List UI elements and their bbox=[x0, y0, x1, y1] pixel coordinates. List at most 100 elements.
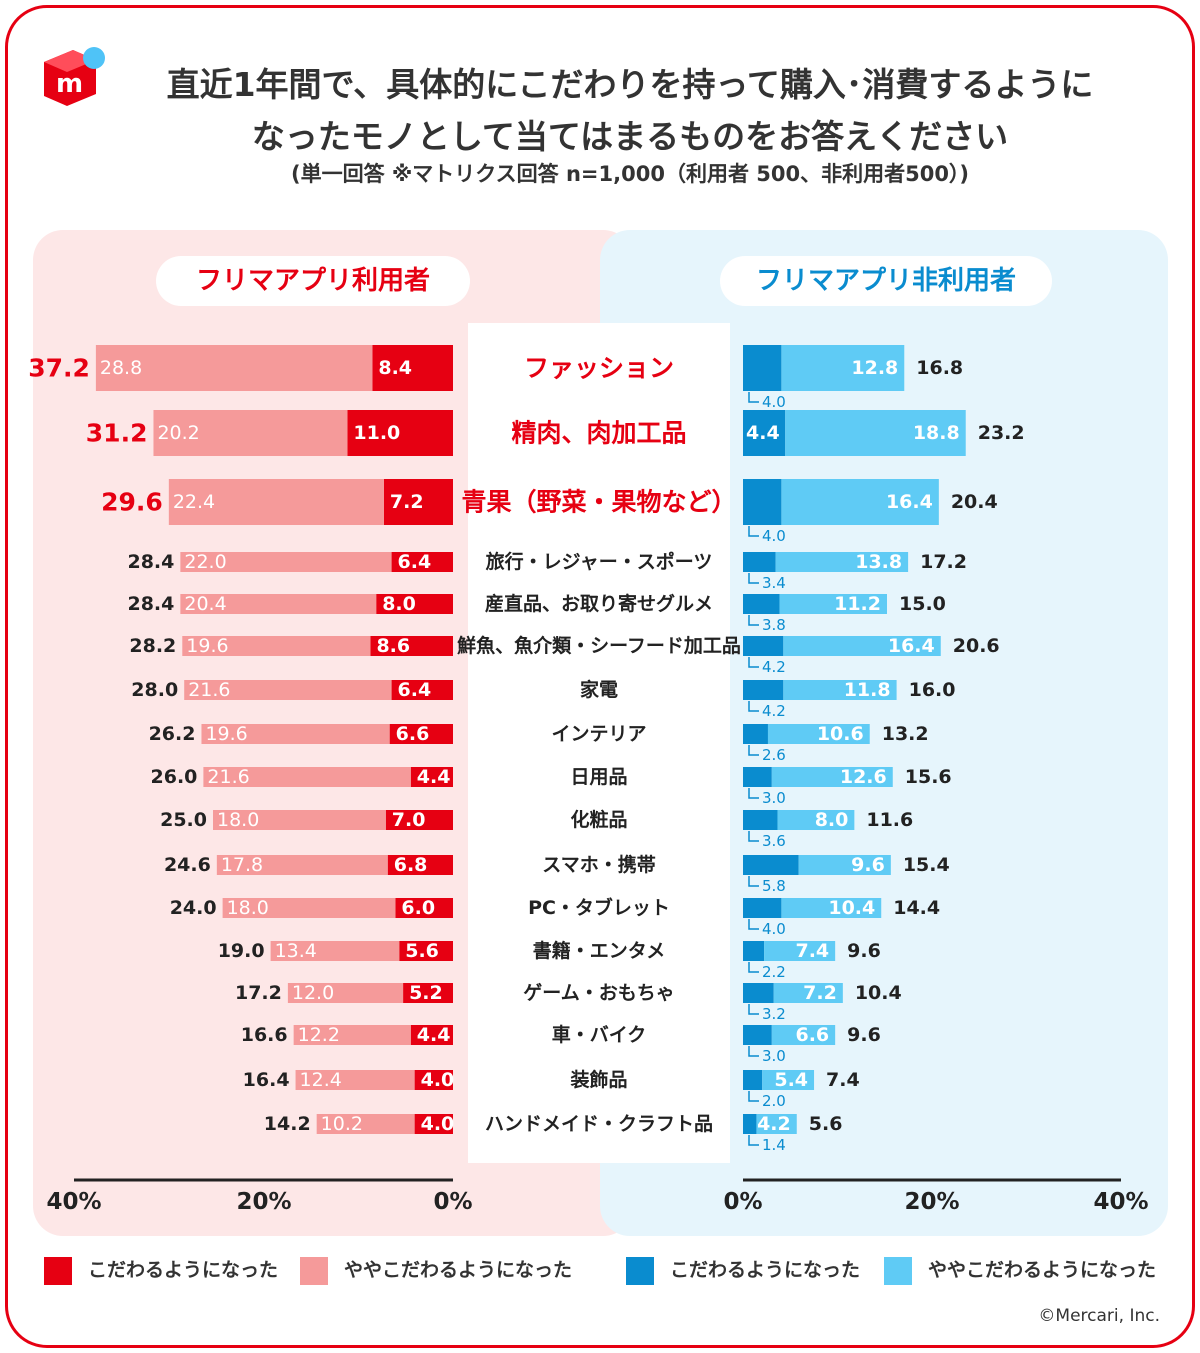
user-slight-bar bbox=[293, 1025, 411, 1045]
nonuser-slight-bar bbox=[783, 680, 897, 700]
user-total-label: 19.0 bbox=[218, 940, 265, 962]
nonuser-slight-label: 13.8 bbox=[855, 551, 902, 573]
nonuser-strong-bar bbox=[743, 552, 776, 572]
user-slight-label: 10.2 bbox=[321, 1113, 363, 1135]
nonuser-panel-label: フリマアプリ非利用者 bbox=[720, 256, 1052, 306]
user-total-label: 16.6 bbox=[241, 1024, 288, 1046]
user-panel-label: フリマアプリ利用者 bbox=[156, 256, 470, 306]
user-total-label: 25.0 bbox=[160, 809, 207, 831]
nonuser-strong-label: 3.0 bbox=[762, 1047, 786, 1065]
x-tick-label: 40% bbox=[1093, 1189, 1148, 1215]
user-slight-label: 12.0 bbox=[292, 982, 334, 1004]
category-label: 精肉、肉加工品 bbox=[511, 419, 686, 448]
user-strong-bar bbox=[372, 345, 453, 391]
nonuser-total-label: 20.6 bbox=[953, 635, 1000, 657]
nonuser-strong-label: 3.6 bbox=[762, 832, 786, 850]
nonuser-strong-label: 4.0 bbox=[762, 527, 786, 545]
callout-line bbox=[748, 392, 759, 403]
nonuser-strong-bar bbox=[743, 680, 784, 700]
user-strong-label: 11.0 bbox=[353, 422, 400, 444]
legend-text: こだわるようになった bbox=[88, 1259, 279, 1281]
user-strong-label: 4.4 bbox=[417, 766, 451, 788]
nonuser-strong-label: 2.2 bbox=[762, 963, 786, 981]
category-label: 鮮魚、魚介類・シーフード加工品 bbox=[457, 634, 741, 657]
nonuser-strong-bar bbox=[743, 767, 772, 787]
nonuser-slight-label: 5.4 bbox=[774, 1069, 808, 1091]
nonuser-slight-label: 7.2 bbox=[803, 982, 837, 1004]
nonuser-slight-bar bbox=[762, 1070, 815, 1090]
user-strong-bar bbox=[370, 636, 453, 656]
nonuser-strong-bar bbox=[743, 410, 786, 456]
nonuser-strong-bar bbox=[743, 983, 774, 1003]
nonuser-strong-label: 4.2 bbox=[762, 658, 786, 676]
callout-line bbox=[748, 876, 759, 887]
category-column bbox=[468, 323, 730, 1163]
nonuser-strong-bar bbox=[743, 855, 799, 875]
user-slight-bar bbox=[180, 594, 377, 614]
category-label: 青果（野菜・果物など） bbox=[461, 488, 736, 517]
nonuser-slight-label: 11.2 bbox=[834, 593, 881, 615]
nonuser-total-label: 16.0 bbox=[909, 679, 956, 701]
nonuser-strong-label: 4.2 bbox=[762, 702, 786, 720]
nonuser-strong-label: 4.0 bbox=[762, 393, 786, 411]
user-total-label: 28.0 bbox=[131, 679, 178, 701]
callout-line bbox=[748, 1004, 759, 1015]
category-label: 書籍・エンタメ bbox=[533, 939, 665, 962]
nonuser-strong-bar bbox=[743, 1114, 757, 1134]
legend-text: ややこだわるようになった bbox=[928, 1259, 1157, 1281]
user-slight-label: 20.2 bbox=[157, 422, 199, 444]
x-tick-label: 0% bbox=[723, 1189, 762, 1215]
user-strong-bar bbox=[414, 1114, 453, 1134]
callout-line bbox=[748, 573, 759, 584]
user-slight-bar bbox=[182, 636, 371, 656]
nonuser-slight-bar bbox=[781, 898, 882, 918]
nonuser-slight-bar bbox=[756, 1114, 797, 1134]
user-strong-label: 6.4 bbox=[398, 679, 432, 701]
nonuser-slight-label: 10.6 bbox=[817, 723, 864, 745]
callout-line bbox=[748, 615, 759, 626]
nonuser-total-label: 20.4 bbox=[951, 491, 998, 513]
user-slight-bar bbox=[168, 479, 384, 525]
user-strong-label: 4.0 bbox=[421, 1069, 455, 1091]
nonuser-strong-label: 2.6 bbox=[762, 746, 786, 764]
nonuser-strong-label: 4.4 bbox=[746, 422, 780, 444]
callout-line bbox=[748, 962, 759, 973]
nonuser-slight-label: 18.8 bbox=[913, 422, 960, 444]
user-strong-bar bbox=[391, 552, 453, 572]
nonuser-strong-label: 3.8 bbox=[762, 616, 786, 634]
user-slight-bar bbox=[201, 724, 390, 744]
callout-line bbox=[748, 701, 759, 712]
user-total-label: 28.4 bbox=[127, 593, 174, 615]
x-tick-label: 20% bbox=[236, 1189, 291, 1215]
nonuser-strong-label: 3.4 bbox=[762, 574, 786, 592]
user-slight-bar bbox=[153, 410, 348, 456]
user-slight-bar bbox=[216, 855, 388, 875]
user-total-label: 26.0 bbox=[151, 766, 198, 788]
user-slight-label: 12.2 bbox=[298, 1024, 340, 1046]
nonuser-slight-label: 11.8 bbox=[844, 679, 891, 701]
user-slight-label: 18.0 bbox=[227, 897, 269, 919]
user-total-label: 31.2 bbox=[86, 419, 148, 448]
nonuser-slight-bar bbox=[773, 983, 843, 1003]
user-slight-label: 19.6 bbox=[205, 723, 247, 745]
user-strong-bar bbox=[376, 594, 453, 614]
nonuser-strong-bar bbox=[743, 941, 765, 961]
category-label: 家電 bbox=[580, 678, 618, 701]
legend-nonuser-slight: ややこだわるようになった bbox=[884, 1255, 1156, 1285]
user-strong-bar bbox=[385, 810, 453, 830]
category-label: PC・タブレット bbox=[528, 896, 670, 919]
nonuser-slight-bar bbox=[779, 594, 887, 614]
callout-line bbox=[748, 1046, 759, 1057]
category-label: ハンドメイド・クラフト品 bbox=[485, 1113, 713, 1135]
nonuser-slight-label: 12.8 bbox=[851, 357, 898, 379]
user-strong-label: 8.4 bbox=[378, 357, 412, 379]
nonuser-slight-label: 6.6 bbox=[795, 1024, 829, 1046]
nonuser-total-label: 9.6 bbox=[847, 940, 881, 962]
callout-line bbox=[748, 831, 759, 842]
callout-line bbox=[748, 526, 759, 537]
user-total-label: 24.6 bbox=[164, 854, 211, 876]
user-strong-label: 6.4 bbox=[398, 551, 432, 573]
legend-user-slight: ややこだわるようになった bbox=[300, 1255, 572, 1285]
nonuser-strong-bar bbox=[743, 594, 780, 614]
